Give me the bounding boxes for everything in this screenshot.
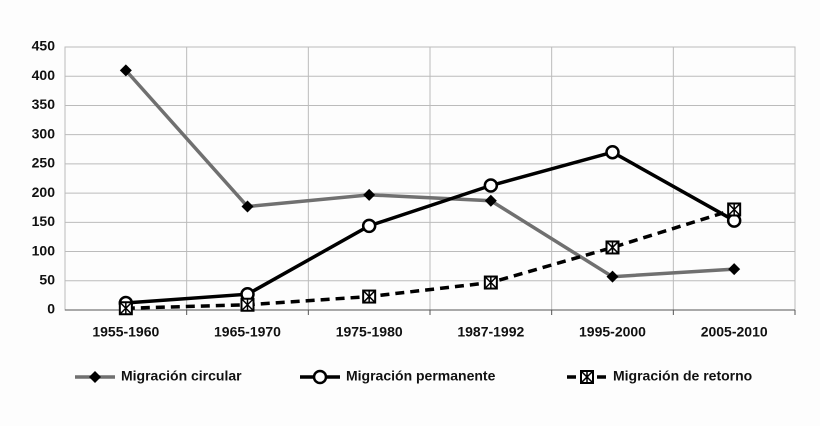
y-tick-label: 150 — [32, 213, 56, 229]
marker-cross — [119, 301, 133, 315]
x-tick-label: 2005-2010 — [701, 324, 768, 340]
marker — [483, 178, 499, 193]
marker — [118, 301, 133, 316]
marker — [484, 194, 497, 207]
marker — [119, 64, 132, 77]
marker-cross — [240, 298, 255, 312]
x-tick-label: 1987-1992 — [457, 324, 524, 340]
marker-cross — [362, 290, 376, 304]
y-tick-label: 400 — [32, 67, 56, 83]
marker-cross — [605, 240, 620, 254]
marker-cross — [484, 276, 498, 290]
marker — [240, 297, 255, 312]
y-tick-label: 100 — [32, 242, 56, 258]
marker — [606, 270, 619, 283]
y-tick-label: 250 — [32, 155, 56, 171]
marker — [727, 202, 742, 217]
marker-cross — [580, 370, 594, 384]
legend-label: Migración permanente — [346, 368, 496, 384]
marker — [728, 263, 741, 276]
y-tick-label: 0 — [47, 301, 55, 317]
marker-cross — [727, 202, 741, 217]
x-tick-label: 1955-1960 — [92, 324, 159, 340]
marker — [362, 289, 377, 304]
series-line — [125, 150, 736, 305]
marker — [89, 371, 101, 383]
x-tick-label: 1965-1970 — [214, 324, 281, 340]
marker — [483, 275, 498, 290]
x-tick-label: 1995-2000 — [579, 324, 646, 340]
y-tick-label: 50 — [39, 271, 55, 287]
y-tick-label: 300 — [32, 125, 56, 141]
marker — [605, 144, 620, 160]
marker — [580, 370, 594, 384]
y-tick-label: 450 — [32, 38, 56, 54]
x-tick-label: 1975-1980 — [336, 324, 403, 340]
marker — [241, 200, 254, 213]
y-tick-label: 350 — [32, 96, 56, 112]
marker — [361, 218, 377, 234]
legend-label: Migración de retorno — [613, 368, 752, 384]
marker — [605, 240, 620, 255]
marker — [312, 369, 328, 385]
y-tick-label: 200 — [32, 184, 56, 200]
marker — [363, 188, 376, 201]
series-line — [125, 207, 735, 310]
legend-label: Migración circular — [121, 368, 242, 384]
series-line — [124, 69, 735, 279]
